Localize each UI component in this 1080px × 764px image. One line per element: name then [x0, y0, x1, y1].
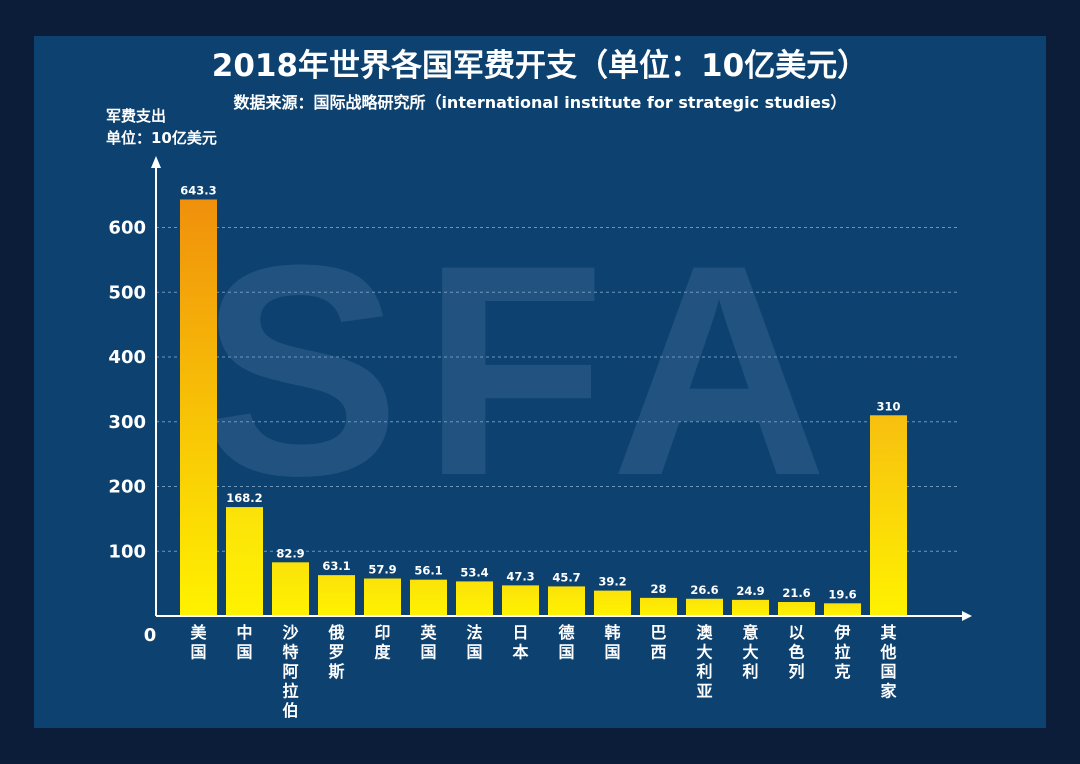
y-tick-label: 0 [144, 625, 157, 646]
bar [180, 199, 217, 615]
y-tick-label: 400 [108, 347, 146, 368]
x-category-label: 意大利 [742, 623, 758, 681]
y-axis-label-line1: 军费支出 [106, 107, 167, 125]
watermark-logo: SFA [200, 202, 850, 538]
bar [870, 415, 907, 615]
bar-value-label: 57.9 [368, 563, 396, 577]
bar-value-label: 19.6 [828, 587, 856, 601]
bar [318, 575, 355, 615]
y-tick-label: 200 [108, 477, 146, 498]
x-category-label: 法国 [466, 623, 482, 662]
bar-value-label: 63.1 [322, 559, 350, 573]
bar-value-label: 56.1 [414, 564, 442, 578]
y-axis-label-line2: 单位：10亿美元 [106, 129, 217, 147]
bar [456, 581, 493, 615]
x-category-label: 以色列 [788, 623, 804, 681]
y-tick-label: 500 [108, 282, 146, 303]
chart-subtitle: 数据来源：国际战略研究所（international institute for… [233, 93, 847, 112]
y-axis-arrow [151, 156, 161, 168]
x-axis-arrow [962, 611, 972, 621]
bar-value-label: 82.9 [276, 546, 304, 560]
bar-value-label: 168.2 [226, 491, 262, 505]
bar [410, 579, 447, 615]
x-category-label: 俄罗斯 [327, 623, 344, 681]
bar [502, 585, 539, 615]
bar-value-label: 47.3 [506, 569, 534, 583]
x-category-label: 澳大利亚 [696, 623, 713, 701]
x-category-label: 印度 [374, 623, 391, 662]
bar-value-label: 53.4 [460, 565, 488, 579]
x-category-label: 德国 [558, 623, 574, 662]
bar [226, 507, 263, 615]
chart-title: 2018年世界各国军费开支（单位：10亿美元） [211, 48, 869, 84]
x-category-label: 巴西 [650, 623, 666, 662]
x-category-label: 美国 [190, 623, 207, 662]
y-tick-label: 600 [108, 218, 146, 239]
bar [548, 586, 585, 615]
bar-value-label: 39.2 [598, 575, 626, 589]
bar-value-label: 21.6 [782, 586, 810, 600]
bar-value-label: 643.3 [180, 183, 216, 197]
y-tick-label: 100 [108, 541, 146, 562]
x-category-label: 沙特阿拉伯 [282, 623, 298, 720]
x-category-label: 其他国家 [879, 623, 897, 701]
bar-value-label: 310 [876, 399, 900, 413]
bar [364, 578, 401, 615]
x-category-label: 日本 [512, 623, 528, 662]
bar-value-label: 28 [650, 582, 666, 596]
bar-value-label: 45.7 [552, 570, 580, 584]
x-category-label: 韩国 [604, 623, 620, 662]
bar [732, 599, 769, 615]
x-category-label: 英国 [419, 623, 437, 662]
bar-value-label: 26.6 [690, 583, 718, 597]
x-category-label: 伊拉克 [833, 623, 850, 681]
x-category-label: 中国 [236, 623, 252, 662]
bar [824, 603, 861, 615]
bar [778, 602, 815, 615]
bar-value-label: 24.9 [736, 584, 764, 598]
bar [594, 590, 631, 615]
bar [640, 597, 677, 615]
bar [272, 562, 309, 615]
y-tick-label: 300 [108, 412, 146, 433]
bar [686, 598, 723, 615]
